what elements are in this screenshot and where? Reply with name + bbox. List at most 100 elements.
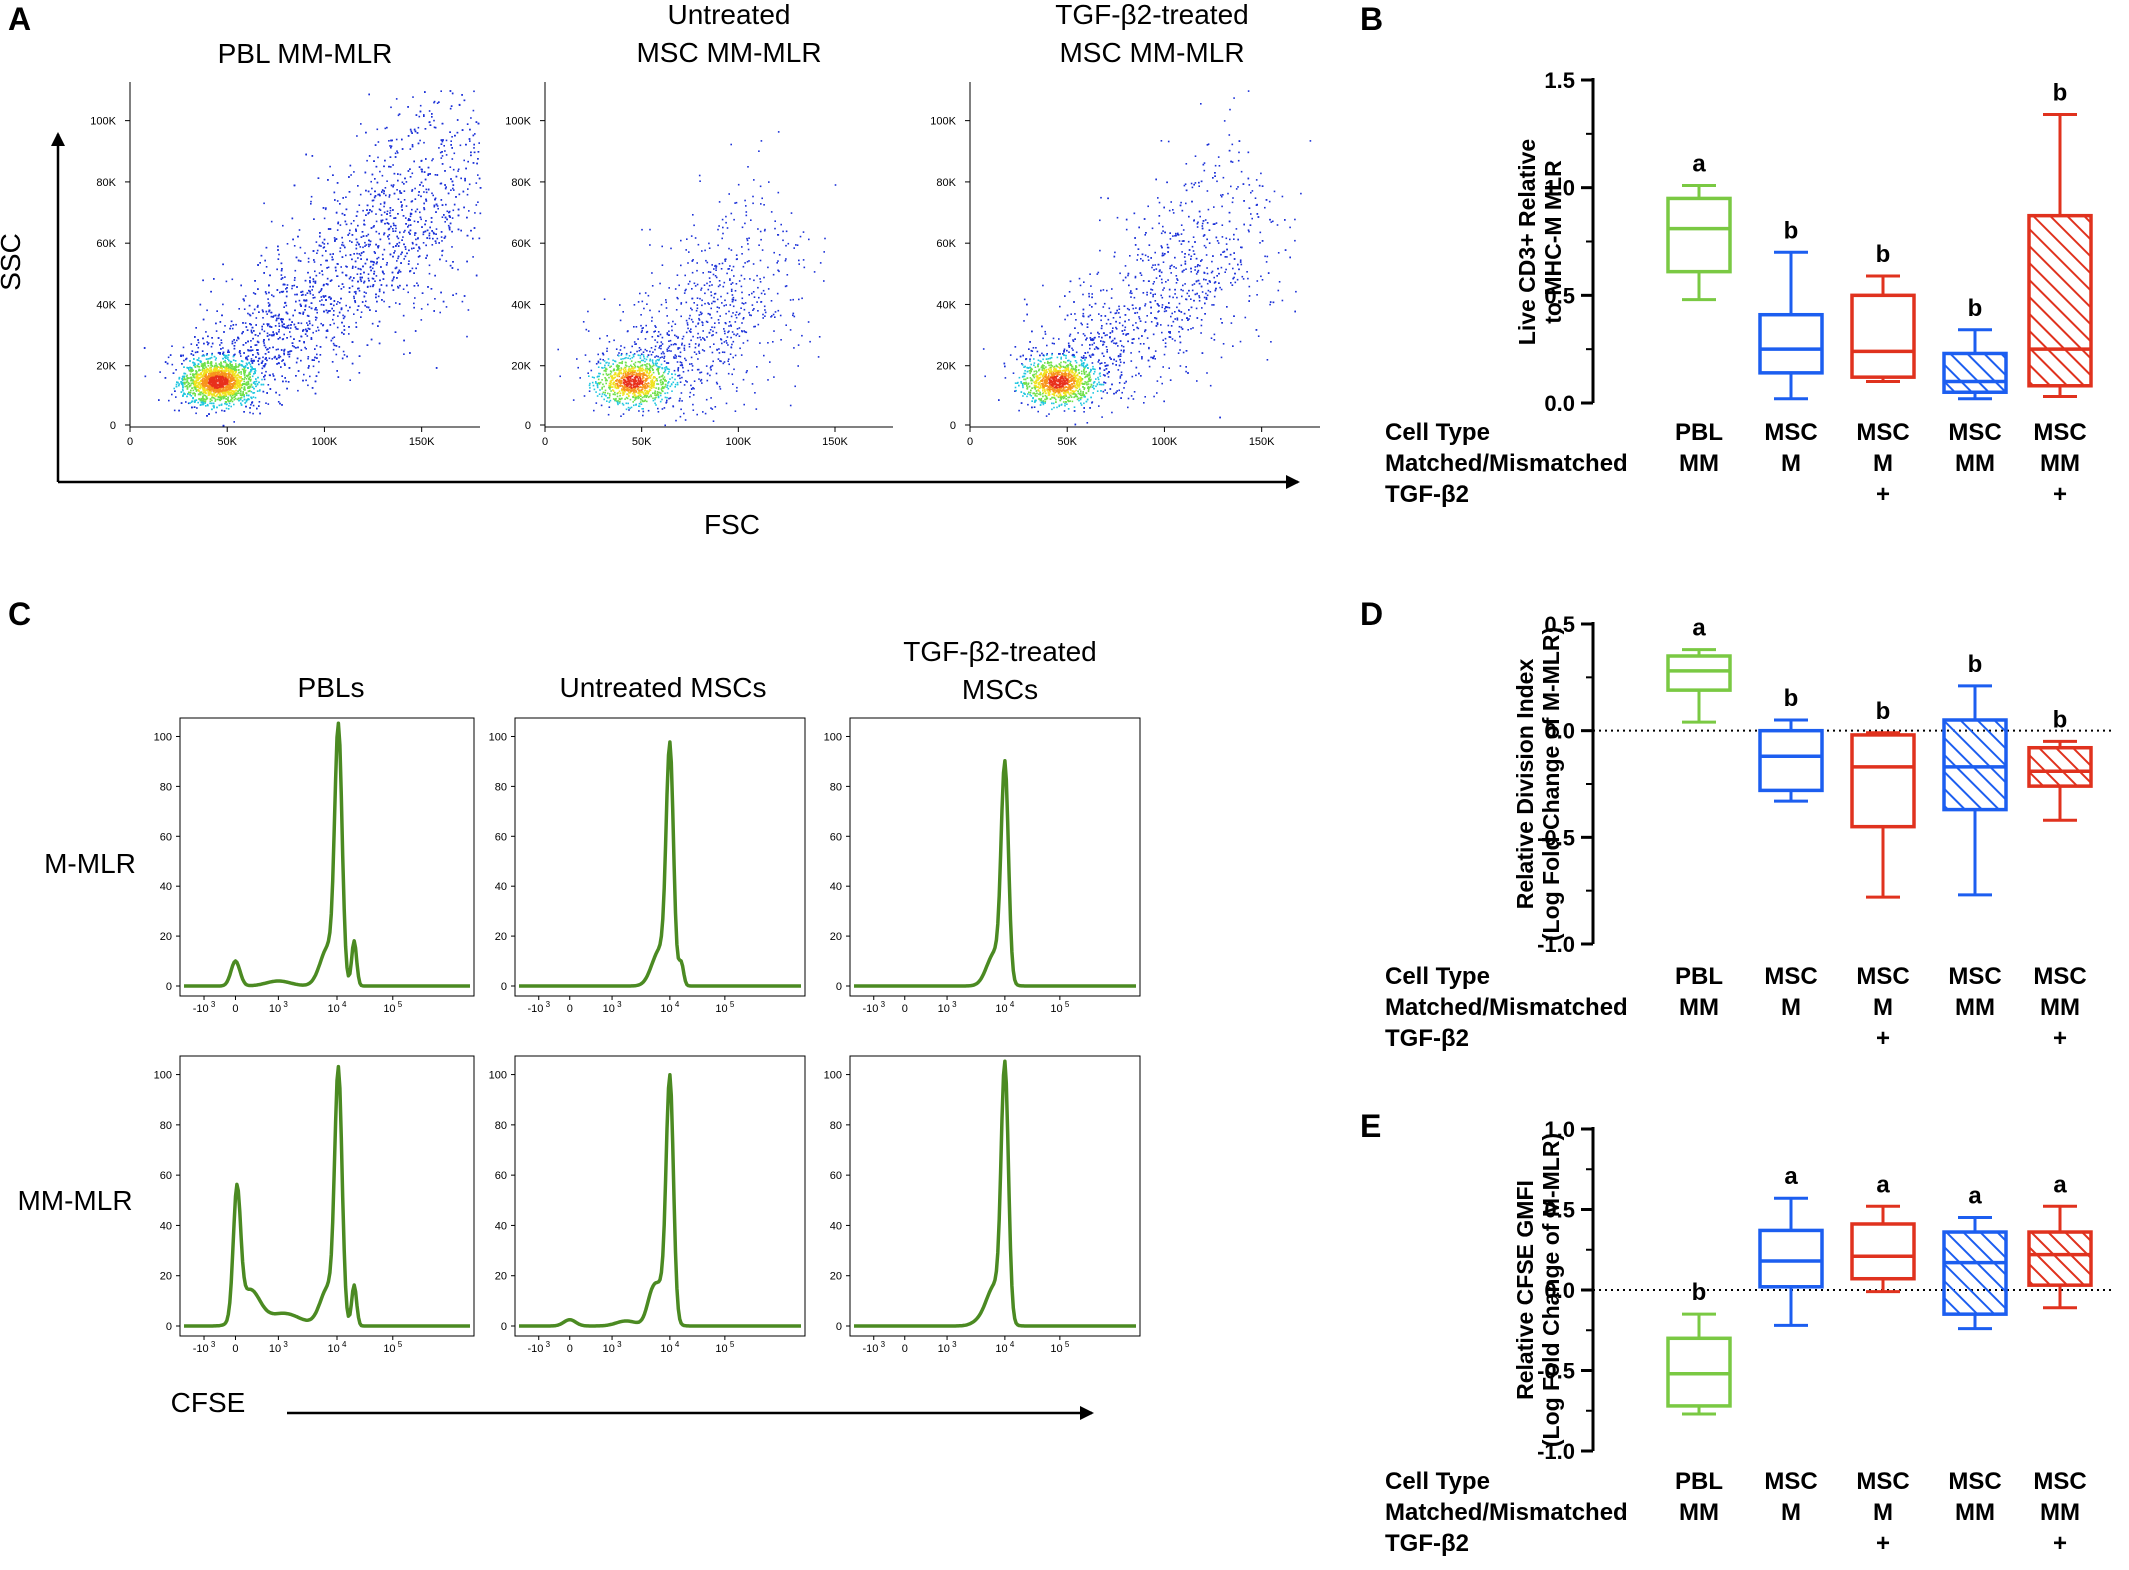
data-point xyxy=(340,308,343,311)
data-point xyxy=(379,279,381,282)
data-point xyxy=(194,365,196,368)
data-point xyxy=(320,322,322,325)
data-point xyxy=(206,371,208,373)
data-point xyxy=(213,373,215,375)
data-point xyxy=(194,393,196,395)
data-point xyxy=(312,297,315,299)
data-point xyxy=(340,297,342,300)
data-point xyxy=(317,326,319,329)
data-point xyxy=(211,352,213,355)
data-point xyxy=(400,201,402,203)
data-point xyxy=(388,306,391,308)
data-point xyxy=(222,376,224,379)
data-point xyxy=(407,263,410,265)
data-point xyxy=(390,145,393,147)
data-point xyxy=(283,362,286,365)
data-point xyxy=(241,332,243,335)
data-point xyxy=(225,280,228,283)
data-point xyxy=(267,324,269,327)
data-point xyxy=(336,303,338,305)
data-point xyxy=(378,342,381,345)
data-point xyxy=(243,352,245,354)
data-point xyxy=(402,314,405,317)
data-point xyxy=(343,315,346,318)
data-point xyxy=(319,354,322,356)
data-point xyxy=(186,388,189,390)
data-point xyxy=(300,294,303,296)
data-point xyxy=(309,280,311,282)
data-point xyxy=(403,353,405,355)
data-point xyxy=(187,383,189,386)
data-point xyxy=(309,276,311,279)
data-point xyxy=(224,359,226,362)
data-point xyxy=(244,371,246,373)
data-point xyxy=(279,355,282,358)
data-point xyxy=(449,166,452,168)
data-point xyxy=(178,409,180,412)
panel-letter-d: D xyxy=(1360,596,1383,632)
data-point xyxy=(267,323,270,325)
data-point xyxy=(449,216,451,218)
data-point xyxy=(175,369,177,371)
data-point xyxy=(217,366,220,368)
data-point xyxy=(277,348,279,351)
data-point xyxy=(415,267,417,270)
data-point xyxy=(248,378,250,380)
data-point xyxy=(399,173,402,176)
data-point xyxy=(414,297,416,299)
data-point xyxy=(296,286,298,288)
data-point xyxy=(360,280,363,283)
data-point xyxy=(242,322,244,324)
data-point xyxy=(262,383,265,386)
data-point xyxy=(372,278,375,280)
data-point xyxy=(383,192,385,195)
data-point xyxy=(462,190,465,193)
data-point xyxy=(293,284,296,287)
data-point xyxy=(461,129,464,131)
data-point xyxy=(457,228,460,231)
data-point xyxy=(209,386,211,389)
data-point xyxy=(278,325,281,327)
data-point xyxy=(206,389,208,392)
data-point xyxy=(220,339,223,341)
data-point xyxy=(321,299,323,301)
data-point xyxy=(475,182,478,184)
data-point xyxy=(176,381,178,383)
data-point xyxy=(247,349,250,352)
data-point xyxy=(440,90,442,92)
data-point xyxy=(342,197,344,199)
data-point xyxy=(235,366,238,368)
data-point xyxy=(375,296,377,299)
data-point xyxy=(332,318,334,321)
data-point xyxy=(206,382,208,384)
data-point xyxy=(335,269,337,272)
data-point xyxy=(268,310,270,313)
data-point xyxy=(192,361,194,364)
data-point xyxy=(212,382,215,385)
data-point xyxy=(289,331,291,333)
data-point xyxy=(250,383,253,386)
x-tick-label: 0 xyxy=(127,436,133,448)
data-point xyxy=(266,392,268,394)
data-point xyxy=(428,110,431,112)
data-point xyxy=(456,131,459,134)
data-point xyxy=(209,362,212,365)
data-point xyxy=(315,375,318,377)
data-point xyxy=(197,359,200,362)
data-point xyxy=(227,358,229,360)
data-point xyxy=(306,314,309,317)
data-point xyxy=(186,377,189,379)
data-point xyxy=(464,177,466,180)
data-point xyxy=(331,307,333,310)
data-point xyxy=(358,204,361,206)
data-point xyxy=(210,388,213,391)
data-point xyxy=(310,203,312,205)
data-point xyxy=(276,317,278,320)
data-point xyxy=(365,131,367,134)
data-point xyxy=(277,258,280,260)
data-point xyxy=(253,387,255,390)
data-point xyxy=(219,390,222,393)
data-point xyxy=(216,375,219,378)
data-point xyxy=(238,399,240,402)
data-point xyxy=(217,352,220,354)
